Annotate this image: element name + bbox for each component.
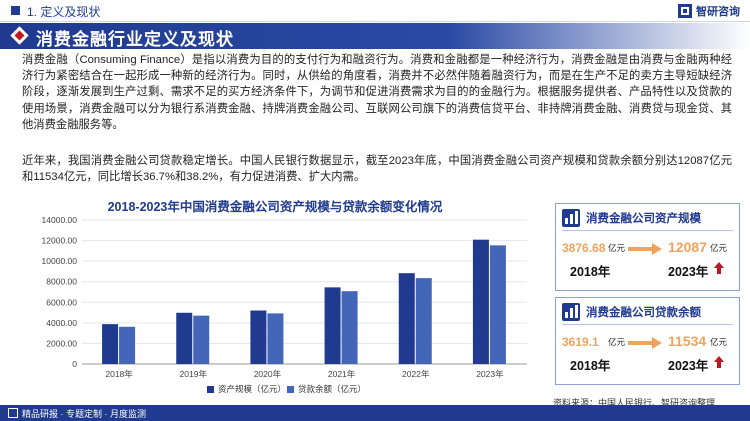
bar-asset-scale [102, 324, 119, 364]
legend-swatch [287, 386, 294, 393]
card-label: 消费金融公司资产规模 [586, 213, 701, 225]
legend-swatch [207, 386, 214, 393]
start-value: 3619.1 [562, 335, 599, 349]
arrow-right-icon [628, 243, 662, 255]
y-tick-label: 0 [72, 359, 77, 369]
end-value: 12087 [668, 239, 707, 255]
data-source: 资料来源：中国人民银行、智研咨询整理 [553, 398, 716, 408]
bar-asset-scale [398, 273, 415, 364]
brand-logo: 智研咨询 [678, 3, 740, 19]
card-divider [562, 230, 733, 231]
start-unit: 亿元 [608, 337, 626, 347]
bar-chart-icon [562, 303, 580, 321]
bar-loan-balance [489, 245, 506, 364]
bar-asset-scale [250, 310, 267, 364]
chart-title: 2018-2023年中国消费金融公司资产规模与贷款余额变化情况 [107, 200, 443, 214]
y-tick-label: 8000.00 [46, 277, 77, 287]
card-header: 消费金融公司资产规模 [562, 207, 701, 229]
logo-icon [678, 4, 692, 18]
legend-label: 资产规模（亿元） [218, 384, 286, 394]
bar-loan-balance [193, 315, 210, 364]
y-tick-label: 4000.00 [46, 318, 77, 328]
end-unit: 亿元 [710, 243, 728, 253]
start-value: 3876.68 [562, 241, 606, 255]
bar-asset-scale [324, 287, 341, 364]
y-tick-label: 2000.00 [46, 338, 77, 348]
x-tick-label: 2019年 [180, 369, 208, 379]
x-tick-label: 2020年 [254, 369, 282, 379]
definition-paragraph: 消费金融（Consuming Finance）是指以消费为目的的支付行为和融资行… [22, 54, 732, 131]
bar-loan-balance [341, 291, 358, 364]
bar-asset-scale [472, 239, 489, 364]
brand-name: 智研咨询 [696, 6, 740, 18]
card-header: 消费金融公司贷款余额 [562, 301, 701, 323]
end-year: 2023年 [668, 265, 709, 279]
y-tick-label: 14000.00 [42, 215, 78, 225]
end-year: 2023年 [668, 359, 709, 373]
end-value: 11534 [668, 333, 707, 349]
status-paragraph: 近年来，我国消费金融公司贷款稳定增长。中国人民银行数据显示，截至2023年底，中… [22, 155, 732, 184]
x-tick-label: 2023年 [476, 369, 504, 379]
up-arrow-icon [714, 262, 724, 274]
header-divider [0, 21, 750, 22]
legend-label: 贷款余额（亿元） [298, 384, 366, 394]
arrow-right-icon [628, 337, 662, 349]
section-label: 1. 定义及现状 [27, 5, 101, 19]
footer-bar: 精品研报 · 专题定制 · 月度监测 [0, 405, 750, 421]
page-title: 消费金融行业定义及现状 [36, 30, 234, 49]
card-label: 消费金融公司贷款余额 [586, 307, 701, 319]
card-divider [562, 324, 733, 325]
y-tick-label: 12000.00 [42, 236, 78, 246]
x-tick-label: 2021年 [328, 369, 356, 379]
end-unit: 亿元 [710, 337, 728, 347]
bar-loan-balance [267, 313, 284, 364]
up-arrow-icon [714, 356, 724, 368]
top-bar: 1. 定义及现状 智研咨询 [0, 0, 750, 22]
title-band: 消费金融行业定义及现状 [0, 23, 750, 49]
bar-chart-icon [562, 209, 580, 227]
x-tick-label: 2018年 [105, 369, 133, 379]
report-icon [8, 408, 18, 418]
section-marker-icon [11, 6, 20, 15]
bar-asset-scale [176, 312, 193, 364]
x-tick-label: 2022年 [402, 369, 430, 379]
y-tick-label: 10000.00 [42, 256, 78, 266]
start-year: 2018年 [570, 359, 611, 373]
start-unit: 亿元 [608, 243, 626, 253]
start-year: 2018年 [570, 265, 611, 279]
footer-items: 精品研报 · 专题定制 · 月度监测 [22, 409, 146, 419]
asset-scale-card: 消费金融公司资产规模 3876.68 亿元 2018年 12087 亿元 202… [555, 203, 740, 291]
bar-loan-balance [119, 326, 136, 364]
loan-balance-card: 消费金融公司贷款余额 3619.1 亿元 2018年 11534 亿元 2023… [555, 297, 740, 385]
bar-chart: 0 2000.00 4000.00 6000.00 8000.00 10000.00 120… [42, 215, 527, 394]
bar-loan-balance [415, 278, 432, 364]
y-tick-label: 6000.00 [46, 297, 77, 307]
